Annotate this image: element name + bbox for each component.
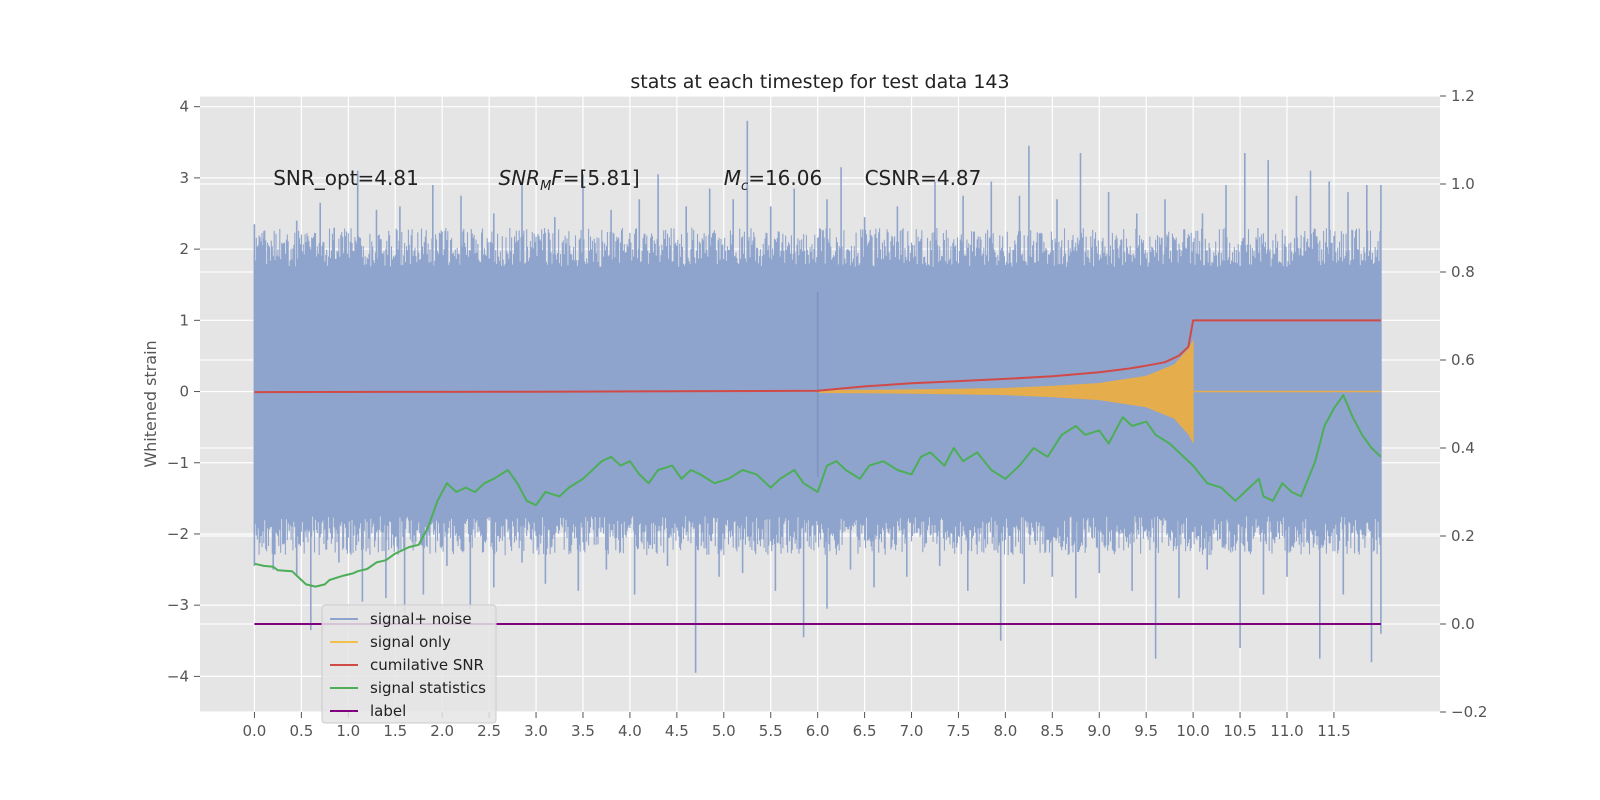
series-signal-statistics [254,394,1382,588]
x-tick-label: 8.0 [993,722,1017,740]
y-tick-label: 4 [179,98,189,116]
legend-label: signal only [370,633,451,651]
y2-tick-label: 0.6 [1451,351,1475,369]
x-tick-label: 10.5 [1223,722,1256,740]
legend-label: signal+ noise [370,610,472,628]
annotation-part: SNR_opt=4.81 [273,166,419,190]
y-tick-label: 3 [179,169,189,187]
legend-box [321,604,497,724]
y2-tick-label: −0.2 [1451,703,1487,721]
x-tick-label: 6.5 [853,722,877,740]
y2-tick-label: 1.0 [1451,175,1475,193]
annotation-part: F [551,166,563,190]
annotation-part: CSNR=4.87 [865,166,982,190]
x-tick-label: 9.0 [1087,722,1111,740]
x-tick-label: 2.0 [430,722,454,740]
y-tick-label: −1 [167,454,189,472]
annotation-part: M [540,179,551,194]
x-tick-label: 7.0 [900,722,924,740]
annotation-part: c [741,179,748,194]
y-tick-label: −3 [167,596,189,614]
x-tick-label: 0.5 [289,722,313,740]
x-tick-label: 3.5 [571,722,595,740]
series-cumilative-snr [254,319,1381,394]
y-tick-label: 1 [179,311,189,329]
legend-label: signal statistics [370,679,486,697]
x-tick-label: 9.5 [1134,722,1158,740]
annotation-part: M [724,166,741,190]
annotation-part: SNR [499,166,541,190]
y-tick-label: −4 [167,667,189,685]
legend: signal+ noise signal only cumilative SNR si… [321,604,497,724]
y2-tick-label: 1.2 [1451,87,1475,105]
legend-label: cumilative SNR [370,656,484,674]
x-tick-label: 11.0 [1270,722,1303,740]
annotations: SNR_opt=4.81 SNRMF=[5.81] Mc=16.06 CSNR=4.8… [273,166,981,194]
annotation-part: =16.06 [748,166,822,190]
x-tick-label: 11.5 [1317,722,1350,740]
annotation-part: =[5.81] [563,166,640,190]
chart-title: stats at each timestep for test data 143 [630,71,1009,93]
x-tick-label: 4.0 [618,722,642,740]
x-tick-label: 5.5 [759,722,783,740]
x-tick-label: 3.0 [524,722,548,740]
x-tick-label: 10.0 [1176,722,1209,740]
y-axis-label: Whitened strain [141,340,160,467]
y2-tick-label: 0.0 [1451,615,1475,633]
legend-label: label [370,702,406,720]
axes: 0.0 0.5 1.0 1.5 2.0 2.5 3.0 3.5 4.0 4.5 5.0 5.5 6.0 6… [167,87,1488,740]
x-tick-label: 8.5 [1040,722,1064,740]
x-tick-label: 2.5 [477,722,501,740]
y2-tick-label: 0.4 [1451,439,1475,457]
x-tick-label: 4.5 [665,722,689,740]
y2-tick-label: 0.2 [1451,527,1475,545]
y-tick-label: 2 [179,240,189,258]
x-tick-label: 1.5 [383,722,407,740]
y-tick-label: 0 [179,383,189,401]
x-tick-label: 7.5 [947,722,971,740]
x-tick-label: 0.0 [243,722,267,740]
series-line [254,319,1381,394]
series-signal-only [816,291,1381,477]
series-line [254,394,1382,588]
x-tick-label: 5.0 [712,722,736,740]
noise-spikes [253,120,1382,673]
annotation: Mc=16.06 [724,166,822,194]
y2-tick-label: 0.8 [1451,263,1475,281]
x-tick-label: 6.0 [806,722,830,740]
annotation: SNR_opt=4.81 [273,166,419,190]
annotation: CSNR=4.87 [865,166,982,190]
y-tick-label: −2 [167,525,189,543]
x-tick-label: 1.0 [336,722,360,740]
annotation: SNRMF=[5.81] [499,166,640,194]
